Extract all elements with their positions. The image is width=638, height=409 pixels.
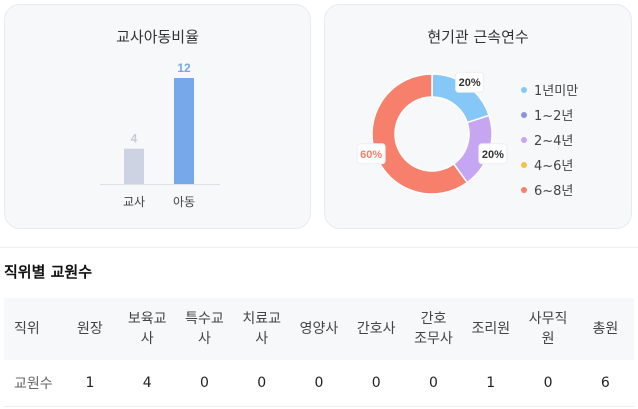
svg-text:20%: 20%	[482, 149, 504, 161]
table-cell: 0	[233, 360, 291, 407]
legend-dot-icon	[521, 186, 527, 193]
table-column-header: 영양사	[299, 321, 339, 337]
table-cell: 1	[462, 360, 520, 407]
legend-dot-icon	[521, 161, 527, 168]
table-column-header: 사무직 원	[528, 311, 568, 347]
donut-value-label: 60%	[356, 143, 386, 165]
legend-label: 1년미만	[534, 84, 579, 99]
tenure-legend: 1년미만 1~2년 2~4년 4~6년 6~8년	[521, 77, 578, 202]
svg-text:60%: 60%	[360, 149, 382, 161]
table-column-header: 치료교 사	[242, 311, 282, 347]
table-cell: 0	[175, 360, 234, 407]
legend-label: 2~4년	[534, 134, 574, 149]
table-cell: 0	[404, 360, 463, 407]
table-cell: 0	[519, 360, 577, 407]
legend-label: 1~2년	[534, 109, 574, 124]
table-cell: 1	[61, 360, 119, 407]
tenure-card: 현기관 근속연수 20% 20% 60% 1년미만 1~2년 2~4년 4~6년 6~8년	[324, 4, 632, 229]
table-column-header: 특수교 사	[185, 311, 224, 347]
donut-slice-6~8년	[371, 73, 469, 195]
table-cell: 0	[347, 360, 405, 407]
legend-item: 4~6년	[521, 152, 578, 177]
donut-value-label: 20%	[478, 143, 508, 165]
table-cell: 4	[118, 360, 176, 407]
legend-item: 1년미만	[521, 77, 578, 102]
teacher-child-ratio-card: 교사아동비율 4 교사 12 아동	[4, 4, 311, 229]
table-cell: 6	[576, 360, 634, 407]
legend-item: 2~4년	[521, 127, 578, 152]
bar-교사	[124, 148, 144, 184]
ratio-card-title: 교사아동비율	[116, 28, 199, 46]
table-column-header: 간호사	[356, 321, 396, 337]
bar-category-label: 교사	[123, 195, 145, 209]
bar-category-label: 아동	[173, 195, 195, 209]
bar-value-label: 12	[177, 61, 191, 75]
bar-아동	[174, 78, 194, 184]
tenure-donut-chart: 20% 20% 60%	[356, 71, 508, 195]
legend-dot-icon	[521, 86, 527, 93]
legend-dot-icon	[521, 136, 527, 143]
table-row-header: 직위	[14, 321, 40, 337]
legend-dot-icon	[521, 111, 527, 118]
table-column-header: 간호 조무사	[414, 311, 453, 347]
table-column-header: 조리원	[471, 321, 511, 337]
table-cell: 0	[290, 360, 348, 407]
section-title: 직위별 교원수	[4, 263, 93, 281]
table-column-header: 원장	[77, 321, 103, 337]
svg-text:20%: 20%	[459, 77, 481, 89]
bar-value-label: 4	[131, 132, 138, 146]
legend-item: 6~8년	[521, 177, 578, 202]
staff-count-table: 직위 원장 보육교 사 특수교 사 치료교 사 영양사 간호사 간호 조무사 조리원 사무직 원 총원 교원…	[4, 298, 634, 407]
section-divider	[0, 247, 638, 248]
table-row-label: 교원수	[4, 360, 62, 407]
table-column-header: 보육교 사	[127, 311, 167, 347]
legend-label: 4~6년	[534, 159, 574, 174]
table-header-row: 직위 원장 보육교 사 특수교 사 치료교 사 영양사 간호사 간호 조무사 조리원 사무직 원 총원	[4, 298, 634, 360]
legend-item: 1~2년	[521, 102, 578, 127]
donut-value-label: 20%	[455, 71, 485, 93]
ratio-bar-chart: 4 교사 12 아동	[100, 61, 220, 209]
tenure-card-title: 현기관 근속연수	[427, 28, 529, 46]
legend-label: 6~8년	[534, 184, 574, 199]
table-column-header: 총원	[592, 321, 619, 337]
